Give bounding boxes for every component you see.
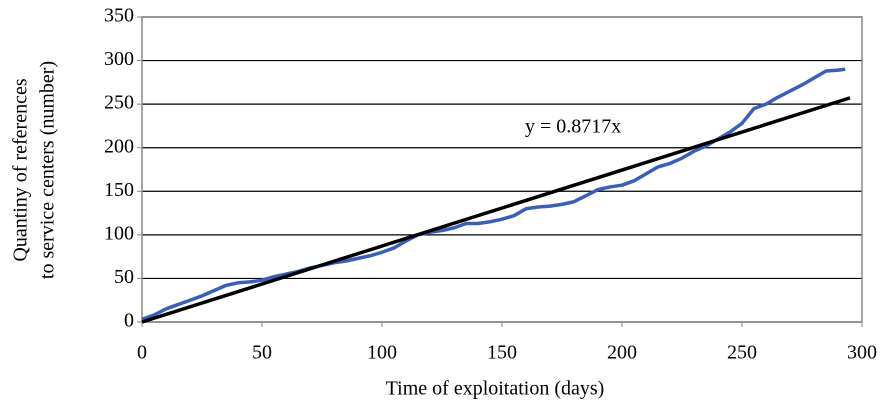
- x-axis-label: Time of exploitation (days): [386, 378, 605, 400]
- x-tick-label: 50: [252, 342, 272, 364]
- y-tick-label: 0: [124, 310, 134, 332]
- y-tick-label: 300: [104, 48, 134, 70]
- y-tick-label: 200: [104, 135, 134, 157]
- x-tick-label: 200: [607, 342, 637, 364]
- y-axis-label-line: to service centers (number): [37, 61, 59, 279]
- series-line: [141, 67, 846, 322]
- y-tick-label: 100: [104, 222, 134, 244]
- plot-frame: [141, 16, 863, 323]
- y-tick-label: 350: [104, 5, 134, 27]
- y-tick-label: 50: [114, 266, 134, 288]
- y-axis-label-line: Quantiny of references: [10, 78, 32, 261]
- annotation: y = 0.8717x: [525, 116, 621, 138]
- y-tick-label: 150: [104, 179, 134, 201]
- x-tick-label: 300: [847, 342, 877, 364]
- x-tick-label: 250: [727, 342, 757, 364]
- y-tick-label: 250: [104, 92, 134, 114]
- x-tick-label: 100: [367, 342, 397, 364]
- y-axis-label: Quantiny of references to service center…: [10, 61, 59, 279]
- x-tick-label: 150: [487, 342, 517, 364]
- x-tick-label: 0: [137, 342, 147, 364]
- series-line: [141, 96, 851, 324]
